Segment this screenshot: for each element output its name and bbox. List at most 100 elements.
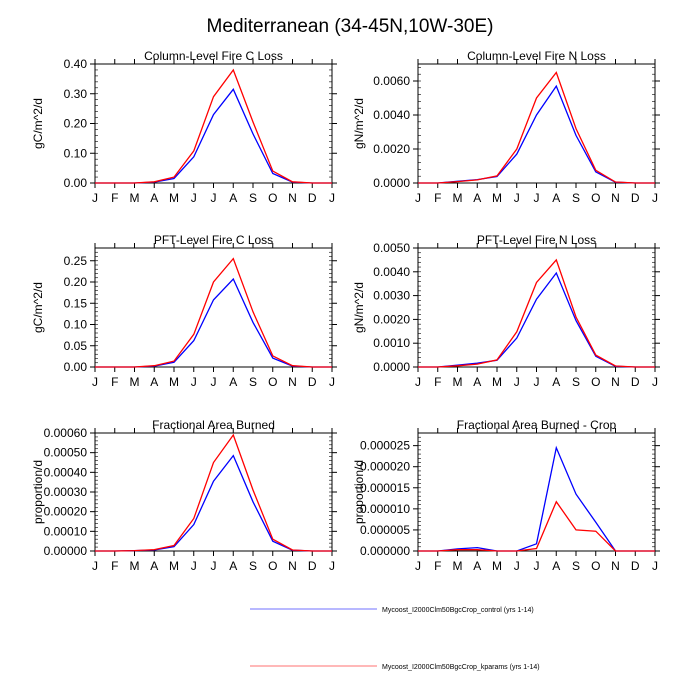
y-tick-label: 0.000010 <box>360 502 410 516</box>
x-tick-label: A <box>150 375 158 389</box>
x-tick-label: S <box>249 559 257 573</box>
y-tick-label: 0.40 <box>64 57 88 71</box>
y-tick-label: 0.00030 <box>44 485 88 499</box>
x-tick-label: J <box>92 559 98 573</box>
x-tick-label: J <box>211 559 217 573</box>
y-tick-label: 0.000025 <box>360 439 410 453</box>
x-tick-label: F <box>434 375 441 389</box>
x-tick-label: M <box>169 559 179 573</box>
x-tick-label: M <box>492 559 502 573</box>
y-tick-label: 0.0000 <box>373 360 410 374</box>
y-tick-label: 0.000000 <box>360 544 410 558</box>
plot-frame <box>417 432 656 552</box>
x-tick-label: J <box>92 375 98 389</box>
y-tick-label: 0.05 <box>64 339 88 353</box>
series-line-kparams <box>418 258 655 368</box>
series-line-kparams <box>95 68 332 184</box>
y-tick-label: 0.30 <box>64 87 88 101</box>
x-tick-label: M <box>492 191 502 205</box>
y-tick-label: 0.00050 <box>44 446 88 460</box>
x-tick-label: S <box>572 375 580 389</box>
legend-label-kparams: Mycoost_I2000Clm50BgcCrop_kparams (yrs 1… <box>382 664 540 671</box>
series-line-kparams <box>418 71 655 184</box>
x-tick-label: J <box>211 375 217 389</box>
x-tick-label: D <box>308 559 317 573</box>
x-tick-label: J <box>652 375 658 389</box>
x-tick-label: M <box>130 559 140 573</box>
x-tick-label: N <box>288 191 297 205</box>
plot-frame <box>94 63 333 184</box>
x-tick-label: J <box>534 375 540 389</box>
y-tick-label: 0.00010 <box>44 524 88 538</box>
x-tick-label: J <box>514 559 520 573</box>
panel-title: PFT-Level Fire C Loss <box>154 233 273 247</box>
x-tick-label: O <box>268 191 277 205</box>
x-tick-label: F <box>111 559 118 573</box>
x-tick-label: J <box>329 559 335 573</box>
x-tick-label: N <box>611 559 620 573</box>
panel-title: Column-Level Fire C Loss <box>144 49 283 63</box>
x-tick-label: A <box>552 375 560 389</box>
x-tick-label: A <box>229 559 237 573</box>
x-tick-label: M <box>169 191 179 205</box>
y-tick-label: 0.10 <box>64 318 88 332</box>
y-axis-label: gN/m^2/d <box>352 282 366 333</box>
y-tick-label: 0.00040 <box>44 465 88 479</box>
y-axis-label: proportion/d <box>352 460 366 524</box>
x-tick-label: F <box>111 191 118 205</box>
x-tick-label: J <box>415 191 421 205</box>
x-tick-label: J <box>211 191 217 205</box>
y-tick-label: 0.0040 <box>373 108 410 122</box>
panel-title: Column-Level Fire N Loss <box>467 49 606 63</box>
x-tick-label: J <box>329 191 335 205</box>
y-axis-label: gC/m^2/d <box>31 98 45 149</box>
series-line-kparams <box>418 500 655 552</box>
series-line-control <box>418 445 655 552</box>
plot-frame <box>94 432 333 552</box>
x-tick-label: D <box>308 191 317 205</box>
x-tick-label: F <box>111 375 118 389</box>
x-tick-label: F <box>434 191 441 205</box>
x-tick-label: A <box>229 375 237 389</box>
x-tick-label: J <box>652 191 658 205</box>
x-tick-label: A <box>150 191 158 205</box>
y-tick-label: 0.20 <box>64 275 88 289</box>
x-tick-label: J <box>534 191 540 205</box>
y-tick-label: 0.00 <box>64 176 88 190</box>
x-tick-label: A <box>552 191 560 205</box>
legend: Mycoost_I2000Clm50BgcCrop_control (yrs 1… <box>250 607 540 671</box>
x-tick-label: D <box>631 375 640 389</box>
x-tick-label: A <box>229 191 237 205</box>
figure-title: Mediterranean (34-45N,10W-30E) <box>207 16 494 37</box>
x-tick-label: D <box>631 191 640 205</box>
x-tick-label: J <box>92 191 98 205</box>
y-tick-label: 0.000020 <box>360 460 410 474</box>
x-tick-label: O <box>268 559 277 573</box>
x-tick-label: J <box>514 191 520 205</box>
x-tick-label: A <box>150 559 158 573</box>
x-tick-label: M <box>130 375 140 389</box>
x-tick-label: N <box>288 559 297 573</box>
y-tick-label: 0.00 <box>64 360 88 374</box>
series-line-control <box>418 84 655 184</box>
x-tick-label: A <box>473 375 481 389</box>
x-tick-label: N <box>611 375 620 389</box>
x-tick-label: S <box>249 191 257 205</box>
y-tick-label: 0.0040 <box>373 265 410 279</box>
x-tick-label: S <box>249 375 257 389</box>
y-tick-label: 0.0030 <box>373 289 410 303</box>
y-tick-label: 0.000005 <box>360 523 410 537</box>
x-tick-label: O <box>591 191 600 205</box>
series-line-control <box>95 454 332 552</box>
x-tick-label: J <box>191 559 197 573</box>
plot-frame <box>94 247 333 368</box>
legend-label-control: Mycoost_I2000Clm50BgcCrop_control (yrs 1… <box>382 607 534 614</box>
y-tick-label: 0.0050 <box>373 241 410 255</box>
y-tick-label: 0.0000 <box>373 176 410 190</box>
x-tick-label: M <box>169 375 179 389</box>
